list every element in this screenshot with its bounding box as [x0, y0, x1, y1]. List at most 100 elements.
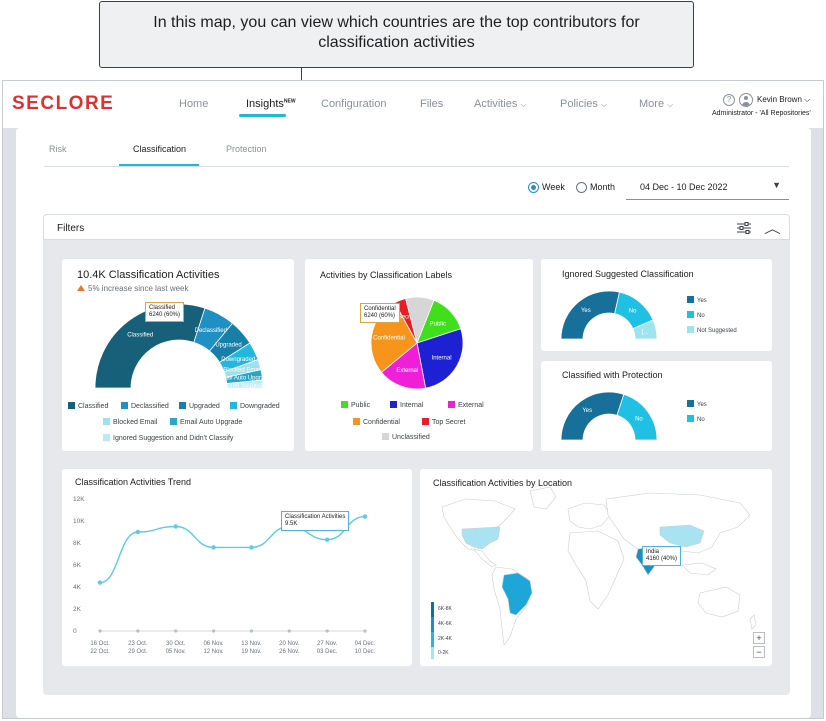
nav-files[interactable]: Files: [420, 98, 444, 110]
legend-item[interactable]: Public: [341, 401, 370, 409]
legend-item[interactable]: Upgraded: [179, 402, 220, 410]
filters-bar[interactable]: Filters ︿: [43, 214, 790, 240]
legend-swatch: [103, 434, 110, 441]
user-role: Administrator - 'All Repositories': [712, 110, 811, 117]
date-range-dropdown[interactable]: 04 Dec - 10 Dec 2022 ▼: [626, 176, 789, 200]
legend-item[interactable]: Not Suggested: [687, 326, 737, 334]
card-title: Classified with Protection: [562, 370, 663, 380]
tooltip-value: 9.5K: [285, 521, 298, 527]
callout-line-1: In this map, you can view which countrie…: [153, 14, 640, 31]
y-tick-label: 4K: [73, 584, 82, 591]
legend-item[interactable]: Yes: [687, 400, 707, 408]
week-label[interactable]: Week: [542, 182, 565, 192]
x-tick-label: 03 Dec.: [317, 649, 338, 655]
tab-risk[interactable]: Risk: [49, 144, 67, 154]
nav-more[interactable]: More ⌵: [639, 98, 673, 110]
data-point: [97, 580, 103, 585]
increase-note: 5% increase since last week: [77, 284, 189, 293]
tooltip-label: India: [646, 549, 660, 555]
legend-swatch: [687, 296, 694, 303]
world-map[interactable]: [420, 469, 772, 666]
data-point: [173, 524, 178, 529]
slice-label: Blocked Email: [223, 368, 261, 374]
chevron-down-icon: ⌵: [600, 100, 608, 109]
nav-activities[interactable]: Activities ⌵: [474, 98, 527, 110]
slice-ignored-suggestion-and-didn-t-classify: [226, 379, 264, 389]
chevron-down-icon: ⌵: [520, 100, 527, 109]
tab-active-indicator: [119, 164, 199, 166]
location-map-card: Classification Activities by Location: [420, 469, 772, 666]
legend-item[interactable]: No: [687, 415, 705, 423]
legend-item[interactable]: Classified: [68, 402, 108, 410]
y-tick-label: 10K: [73, 518, 85, 525]
slice-classified: [94, 303, 206, 389]
x-tick-label: 20 Nov.: [279, 641, 300, 647]
nav-configuration[interactable]: Configuration: [321, 98, 387, 110]
x-axis-tick: [211, 629, 216, 633]
legend-item[interactable]: Downgraded: [230, 402, 280, 410]
slice-label: Classified: [127, 333, 153, 339]
x-axis-tick: [136, 629, 140, 633]
legend-item[interactable]: Blocked Email: [103, 418, 157, 426]
ignored-half-donut: Yes No [...: [560, 290, 658, 340]
user-avatar-icon[interactable]: [739, 93, 753, 107]
data-point: [324, 537, 330, 542]
legend-swatch: [230, 402, 237, 409]
tab-protection[interactable]: Protection: [226, 144, 267, 154]
y-tick-label: 8K: [73, 540, 82, 547]
slice-label: External: [396, 368, 418, 374]
y-tick-label: 0: [73, 628, 77, 635]
legend-item[interactable]: Internal: [390, 401, 423, 409]
week-radio[interactable]: [528, 182, 539, 193]
legend-item[interactable]: Declassified: [121, 402, 169, 410]
x-axis-tick: [287, 629, 291, 633]
legend-label: Upgraded: [189, 403, 220, 410]
legend-item[interactable]: Email Auto Upgrade: [170, 418, 242, 426]
legend-item[interactable]: No: [687, 311, 705, 319]
legend-item[interactable]: Confidential: [353, 418, 400, 426]
map-southeast-asia: [681, 562, 717, 576]
legend-item[interactable]: Yes: [687, 296, 707, 304]
zoom-in-button[interactable]: +: [753, 632, 765, 644]
x-tick-label: 26 Nov.: [279, 649, 300, 655]
nav-home[interactable]: Home: [179, 98, 209, 110]
callout-box: In this map, you can view which countrie…: [99, 1, 694, 68]
x-tick-label: 27 Nov.: [317, 641, 338, 647]
collapse-chevron-icon[interactable]: ︿: [764, 221, 781, 236]
nav-policies[interactable]: Policies ⌵: [560, 98, 607, 110]
month-radio[interactable]: [576, 182, 587, 193]
user-menu[interactable]: Kevin Brown ⌵: [757, 95, 810, 105]
legend-swatch: [687, 415, 694, 422]
month-label[interactable]: Month: [590, 182, 616, 192]
legend-label: 4K-6K: [438, 621, 452, 627]
x-tick-label: 05 Nov.: [166, 649, 187, 655]
protection-half-donut: Yes No: [560, 391, 658, 441]
app-window: SECLORE Home InsightsNEW Configuration F…: [2, 80, 824, 719]
chevron-down-icon: ⌵: [667, 100, 674, 109]
legend-item[interactable]: Top Secret: [422, 418, 465, 426]
main-content: Risk Classification Protection Week Mont…: [16, 128, 811, 718]
tab-classification[interactable]: Classification: [133, 144, 187, 154]
legend-item[interactable]: Ignored Suggestion and Didn't Classify: [103, 434, 233, 442]
seclore-logo[interactable]: SECLORE: [12, 93, 115, 114]
slice-label: Secret: [398, 314, 416, 320]
legend-label: Downgraded: [240, 403, 280, 410]
legend-swatch: [382, 433, 389, 440]
x-tick-label: 19 Nov.: [241, 649, 262, 655]
tooltip-label: Classification Activities: [285, 514, 346, 520]
chart-legend: Yes No: [541, 361, 772, 451]
legend-label: Ignored Suggestion and Didn't Classify: [113, 435, 234, 442]
nav-insights-label: Insights: [246, 98, 284, 110]
slice-external: [380, 342, 427, 390]
legend-item[interactable]: External: [448, 401, 484, 409]
help-icon[interactable]: ?: [723, 94, 735, 106]
x-tick-label: 04 Dec.: [355, 641, 376, 647]
zoom-out-button[interactable]: −: [753, 646, 765, 658]
nav-insights[interactable]: InsightsNEW: [246, 98, 296, 110]
sliders-icon[interactable]: [736, 221, 752, 235]
y-tick-label: 12K: [73, 496, 85, 503]
legend-label: Yes: [697, 402, 707, 408]
legend-item[interactable]: Unclassified: [382, 433, 430, 441]
legend-label: Confidential: [363, 419, 400, 426]
slice-unclassified: [405, 296, 435, 345]
